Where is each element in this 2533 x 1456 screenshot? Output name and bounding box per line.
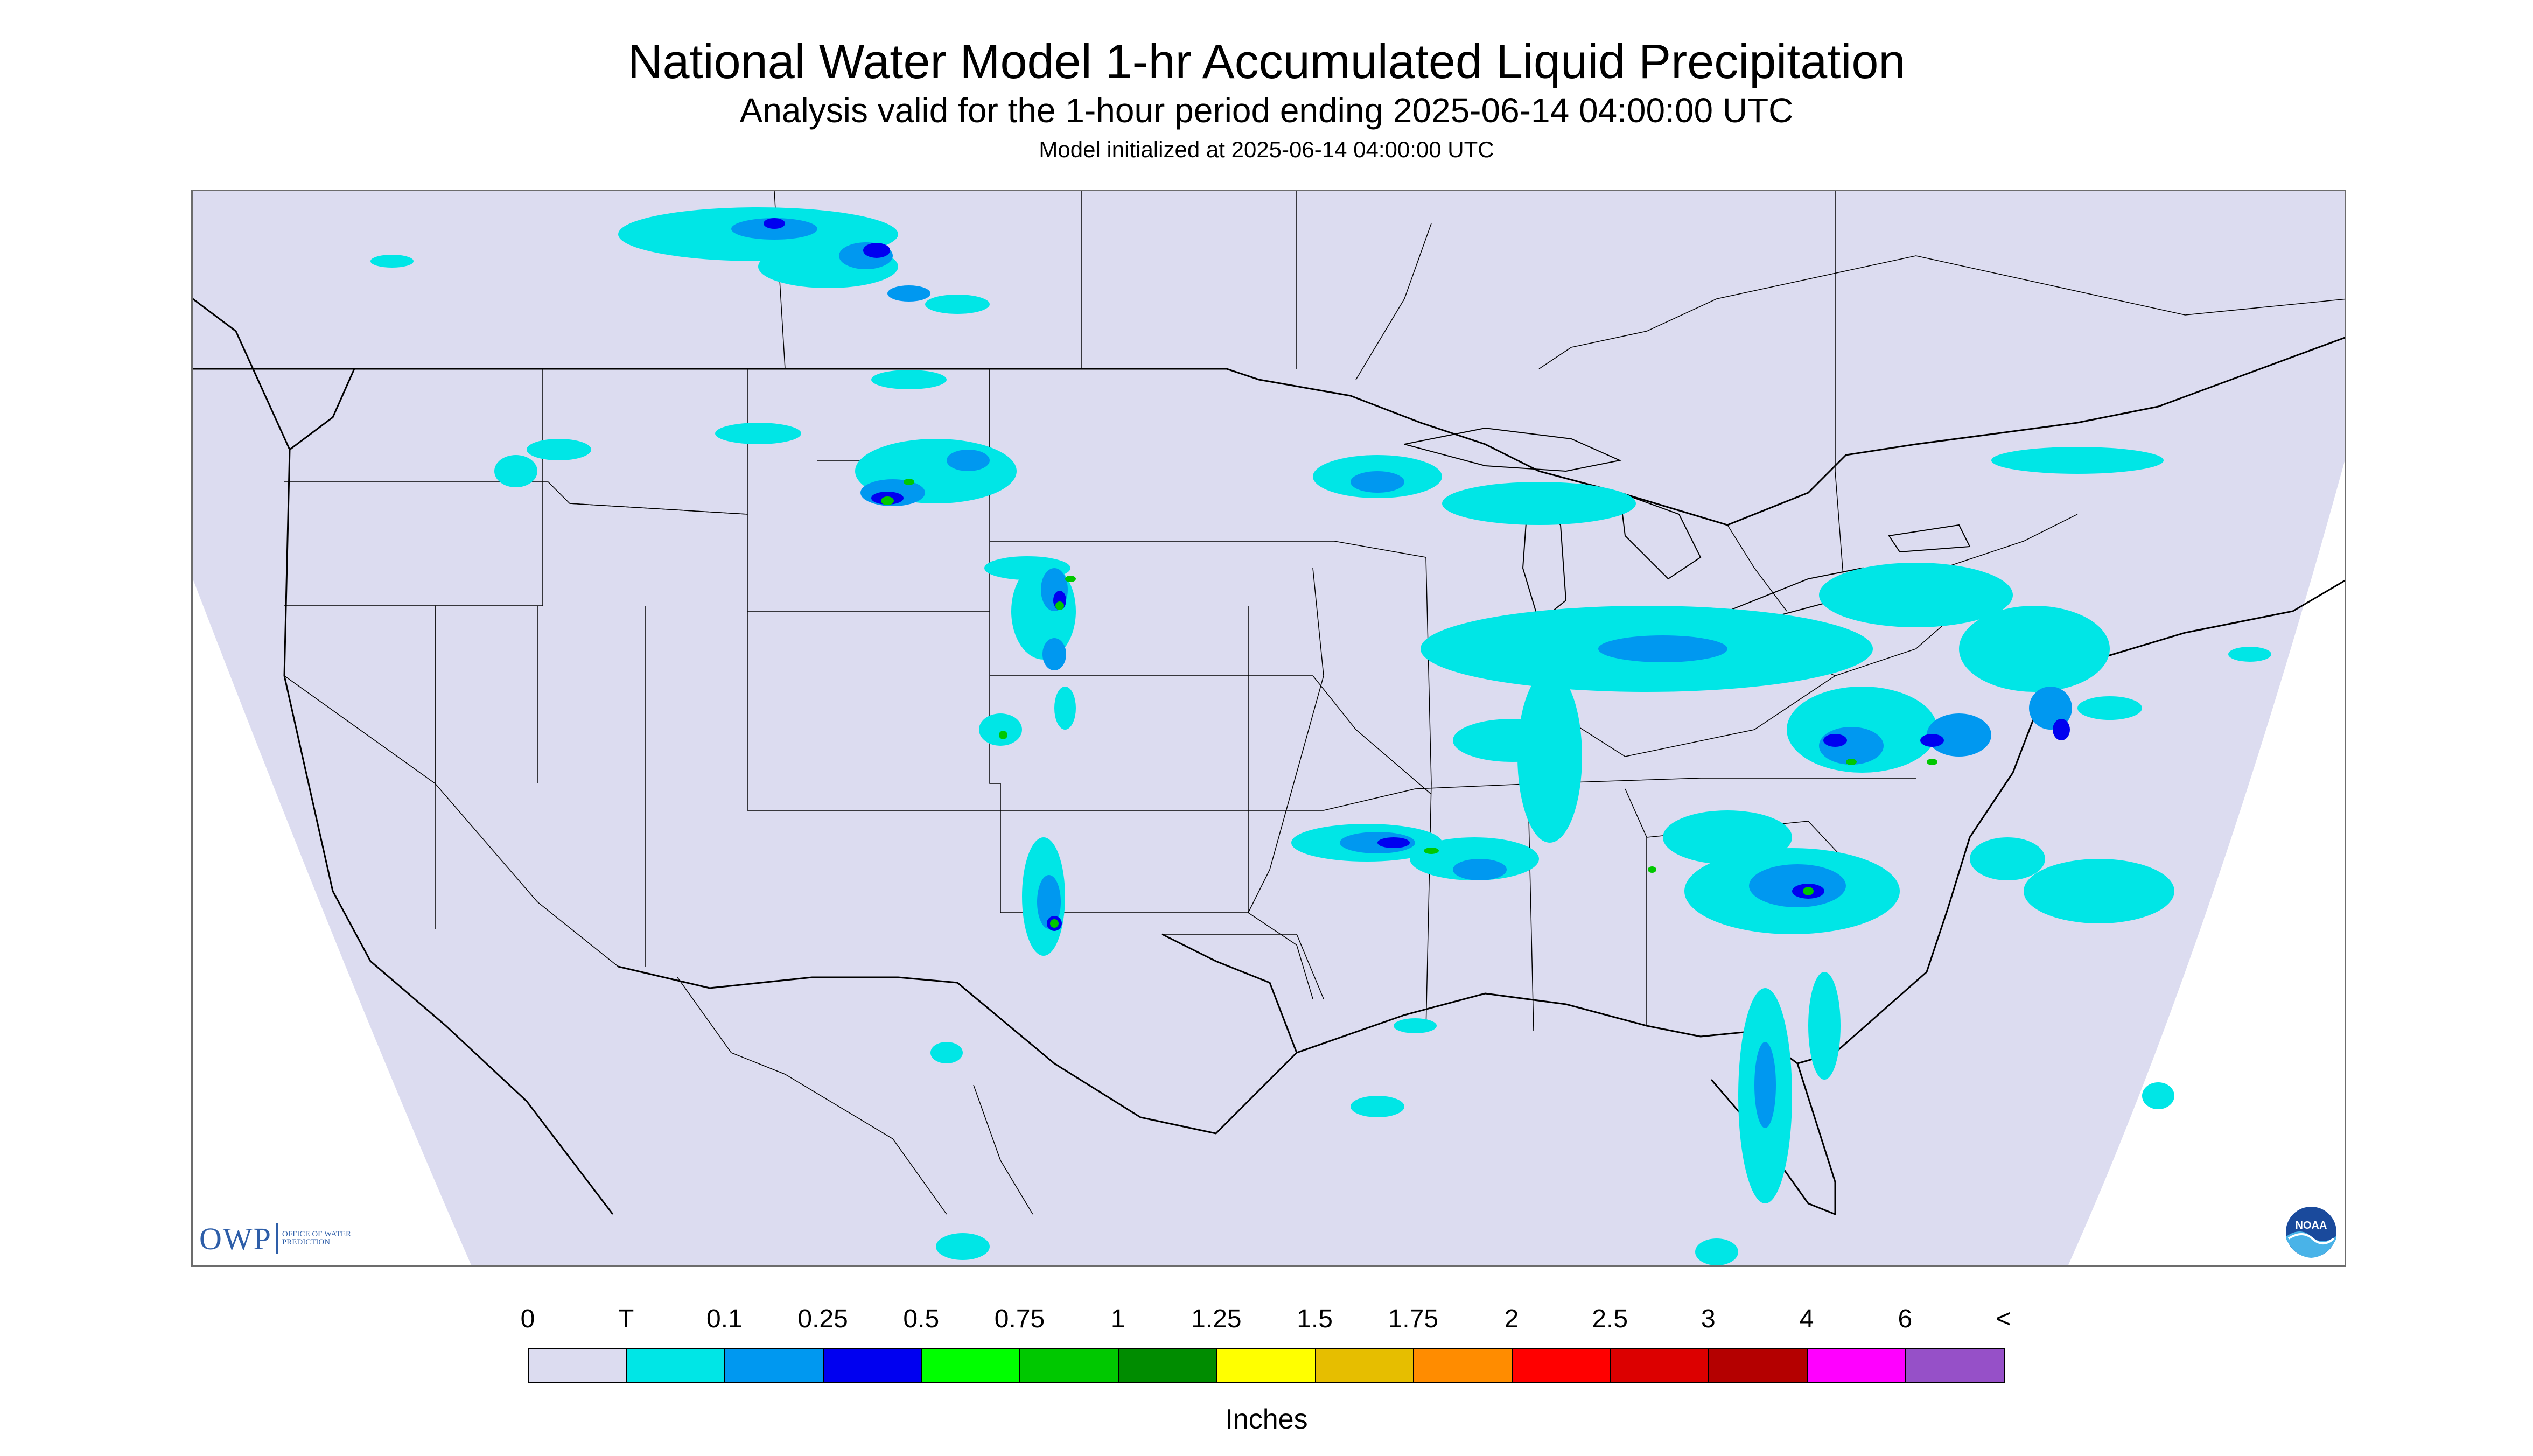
precip-patches [370,207,2271,1265]
legend-swatch [627,1349,726,1382]
legend-label: 1.5 [1297,1305,1333,1333]
owp-letters: OWP [199,1221,272,1256]
model-init-line: Model initialized at 2025-06-14 04:00:00… [1039,137,1494,162]
legend-label: 1.25 [1191,1305,1242,1333]
noaa-logo-text: NOAA [2296,1220,2327,1231]
legend-label: 0.1 [706,1305,743,1333]
legend-swatch [1316,1349,1415,1382]
legend-swatch [1512,1349,1611,1382]
legend-units: Inches [1225,1404,1308,1435]
map-subtitle: Analysis valid for the 1-hour period end… [739,91,1794,130]
legend-swatch [529,1349,627,1382]
owp-logo: OWP OFFICE OF WATER PREDICTION [199,1221,352,1256]
legend-label: 2 [1504,1305,1519,1333]
legend-swatch [1807,1349,1906,1382]
map-title: National Water Model 1-hr Accumulated Li… [627,35,1906,89]
legend-swatch [1217,1349,1316,1382]
legend-label: 0.25 [797,1305,848,1333]
legend-label: 6 [1898,1305,1913,1333]
legend-label: < [1996,1305,2011,1333]
legend-label: 1.75 [1388,1305,1439,1333]
legend-swatch [1414,1349,1513,1382]
legend-label: 2.5 [1592,1305,1628,1333]
legend-swatch [1709,1349,1808,1382]
owp-divider [276,1223,278,1254]
owp-full-name: OFFICE OF WATER PREDICTION [282,1230,351,1247]
legend-swatch [725,1349,824,1382]
legend-swatch [1611,1349,1710,1382]
legend-swatch [1020,1349,1119,1382]
legend-label: 3 [1701,1305,1716,1333]
legend-color-bar [528,1348,2006,1383]
legend-swatch [824,1349,922,1382]
legend-label: 0 [520,1305,535,1333]
state-borders [284,191,2345,1215]
legend-label: 0.5 [903,1305,940,1333]
legend-label: 0.75 [994,1305,1045,1333]
legend-label: 4 [1799,1305,1814,1333]
legend-swatch [922,1349,1021,1382]
legend-label: 1 [1110,1305,1125,1333]
legend-label: T [618,1305,634,1333]
legend-swatch [1119,1349,1217,1382]
precipitation-map [191,190,2346,1267]
legend-swatch [1906,1349,2005,1382]
noaa-logo-icon: NOAA [2285,1206,2338,1258]
projection-area [193,191,2345,1265]
